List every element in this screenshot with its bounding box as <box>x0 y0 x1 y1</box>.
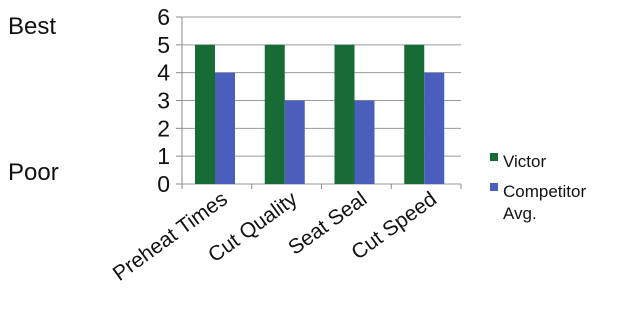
y-tick-label-5: 5 <box>157 32 170 58</box>
y-tick-label-2: 2 <box>157 115 170 141</box>
legend-label-competitor-avg-: Competitor Avg. <box>503 182 586 223</box>
bar-competitor-avg--seat-seal <box>354 100 375 184</box>
best-label: Best <box>8 13 56 40</box>
bars <box>195 44 445 185</box>
poor-label: Poor <box>8 159 59 186</box>
bar-victor-cut-quality <box>264 44 285 185</box>
legend-swatch-competitor-avg- <box>490 183 498 191</box>
bar-competitor-avg--cut-quality <box>284 100 305 184</box>
category-label-preheat-times: Preheat Times <box>109 187 232 285</box>
bar-victor-preheat-times <box>195 44 215 185</box>
y-tick-label-0: 0 <box>157 171 170 197</box>
legend: Victor Competitor Avg. <box>490 152 586 223</box>
bar-competitor-avg--preheat-times <box>215 72 235 184</box>
bar-competitor-avg--cut-speed <box>424 72 445 184</box>
bar-victor-seat-seal <box>334 44 355 185</box>
y-tick-label-3: 3 <box>157 88 170 114</box>
y-tick-label-6: 6 <box>157 4 170 30</box>
y-tick-label-4: 4 <box>157 60 170 86</box>
axes <box>176 16 462 189</box>
legend-label-victor: Victor <box>503 152 546 171</box>
legend-swatch-victor <box>490 153 498 161</box>
y-tick-label-1: 1 <box>157 143 170 169</box>
bar-victor-cut-speed <box>404 44 425 185</box>
